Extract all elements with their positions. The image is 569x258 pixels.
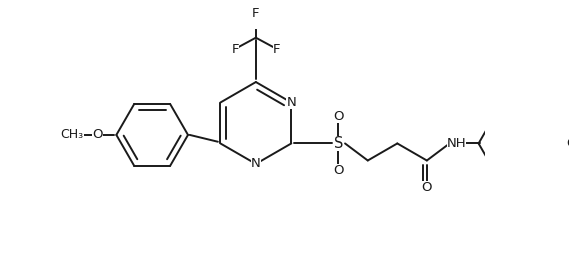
Text: CH₃: CH₃ — [60, 128, 84, 141]
Text: O: O — [333, 164, 344, 177]
Text: N: N — [251, 157, 261, 171]
Text: F: F — [273, 43, 281, 56]
Text: S: S — [333, 136, 343, 151]
Text: NH: NH — [447, 137, 466, 150]
Text: Cl: Cl — [566, 137, 569, 150]
Text: O: O — [422, 181, 432, 194]
Text: O: O — [92, 128, 103, 141]
Text: N: N — [286, 96, 296, 109]
Text: F: F — [232, 43, 239, 56]
Text: F: F — [252, 7, 259, 20]
Text: O: O — [333, 110, 344, 123]
